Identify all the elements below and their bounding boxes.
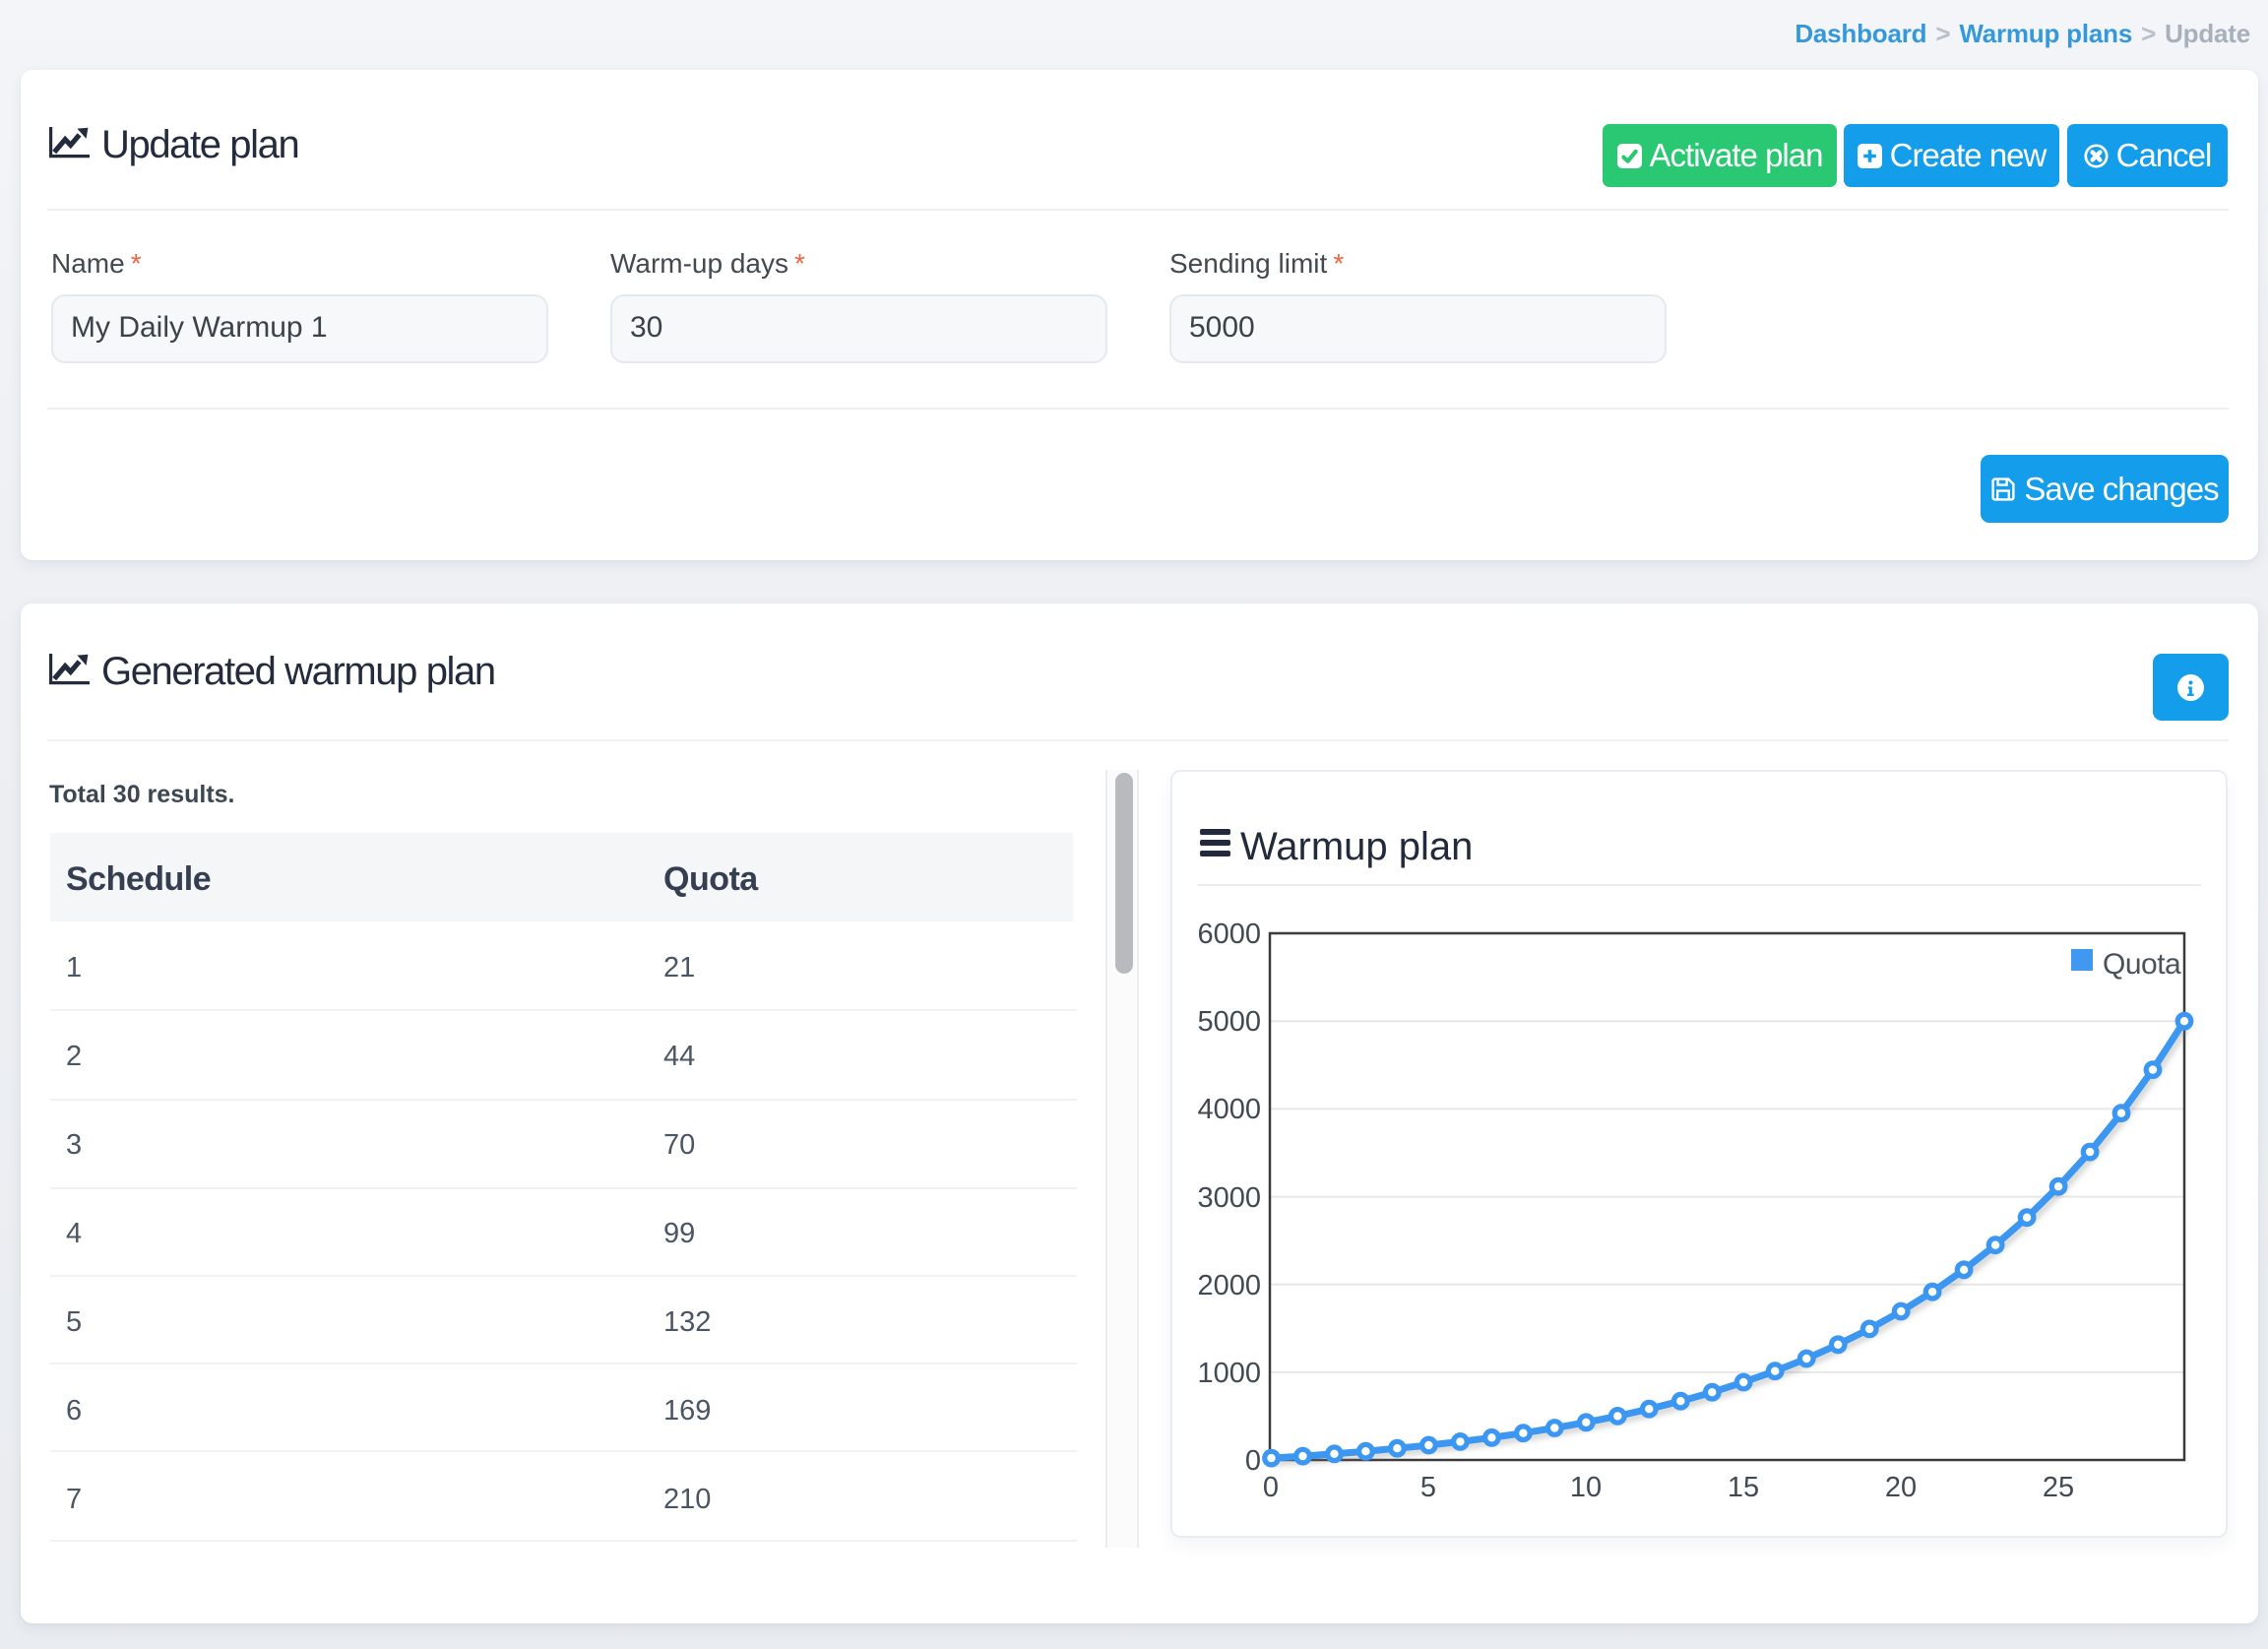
svg-text:10: 10 xyxy=(1570,1472,1602,1503)
svg-text:25: 25 xyxy=(2043,1472,2074,1503)
svg-text:Warmup plan: Warmup plan xyxy=(1240,825,1473,868)
svg-text:2000: 2000 xyxy=(1197,1270,1261,1301)
svg-text:Quota: Quota xyxy=(2103,948,2181,981)
svg-text:5: 5 xyxy=(1420,1472,1436,1503)
svg-text:5000: 5000 xyxy=(1197,1006,1261,1038)
svg-text:4000: 4000 xyxy=(1197,1094,1261,1125)
svg-text:1000: 1000 xyxy=(1197,1358,1261,1389)
svg-text:15: 15 xyxy=(1728,1472,1759,1503)
svg-text:0: 0 xyxy=(1263,1472,1279,1503)
svg-text:20: 20 xyxy=(1885,1472,1917,1503)
svg-text:0: 0 xyxy=(1245,1445,1261,1477)
svg-text:6000: 6000 xyxy=(1197,919,1261,950)
svg-text:3000: 3000 xyxy=(1197,1182,1261,1214)
